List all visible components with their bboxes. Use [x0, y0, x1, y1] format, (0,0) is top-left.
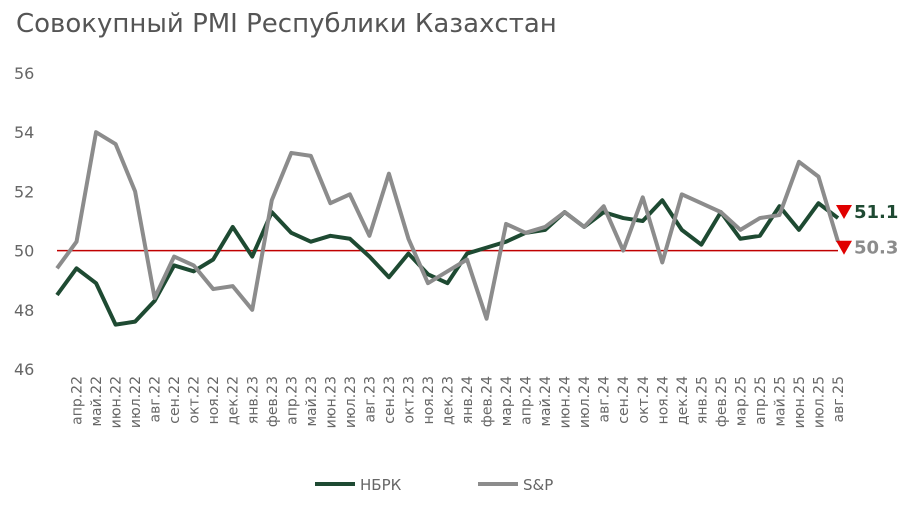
x-tick-label: ноя.23: [421, 376, 437, 424]
x-tick-label: апр.25: [753, 376, 769, 425]
y-tick-label: 52: [14, 182, 34, 201]
series-line: [55, 198, 840, 327]
x-tick-label: июл.24: [577, 376, 593, 428]
x-tick-label: ноя.22: [206, 376, 222, 424]
y-tick-label: 48: [14, 301, 34, 320]
x-tick-label: дек.24: [675, 376, 691, 425]
end-marker: [836, 240, 852, 255]
y-tick-label: 50: [14, 242, 34, 261]
x-tick-label: сен.24: [616, 376, 632, 424]
x-tick-label: май.22: [89, 376, 105, 427]
end-label: 51.1: [854, 202, 898, 223]
x-tick-label: ноя.24: [655, 376, 671, 424]
x-tick-label: мар.25: [733, 376, 749, 426]
end-label: 50.3: [854, 238, 898, 259]
x-tick-label: фев.25: [714, 376, 730, 427]
x-tick-label: окт.24: [636, 376, 652, 424]
legend-label: НБРК: [360, 476, 402, 494]
x-tick-label: окт.22: [187, 376, 203, 423]
x-tick-label: май.25: [772, 376, 788, 427]
x-tick-label: янв.25: [694, 376, 710, 424]
x-tick-label: дек.22: [226, 376, 242, 425]
x-tick-label: сен.22: [167, 376, 183, 424]
x-tick-label: апр.24: [519, 376, 535, 425]
x-tick-label: янв.23: [245, 376, 261, 424]
chart-title: Совокупный PMI Республики Казахстан: [16, 9, 557, 39]
x-tick-label: июн.24: [558, 376, 574, 428]
x-tick-label: июн.25: [792, 376, 808, 428]
y-tick-label: 56: [14, 64, 34, 83]
x-tick-label: дек.23: [441, 376, 457, 425]
x-tick-label: мар.24: [499, 376, 515, 426]
x-tick-label: май.23: [304, 376, 320, 427]
x-tick-label: авг.22: [148, 376, 164, 422]
x-tick-label: янв.24: [460, 376, 476, 424]
x-tick-label: фев.24: [480, 376, 496, 427]
x-tick-label: фев.23: [265, 376, 281, 427]
x-tick-label: окт.23: [401, 376, 417, 423]
y-tick-label: 54: [14, 123, 34, 142]
x-tick-label: апр.23: [284, 376, 300, 425]
x-tick-label: июн.22: [109, 376, 125, 428]
x-tick-label: сен.23: [382, 376, 398, 424]
y-tick-label: 46: [14, 360, 34, 379]
x-tick-label: июн.23: [323, 376, 339, 428]
x-tick-label: авг.23: [362, 376, 378, 422]
x-tick-label: июл.25: [811, 376, 827, 428]
x-tick-label: май.24: [538, 376, 554, 427]
legend-label: S&P: [523, 476, 553, 494]
x-tick-label: июл.23: [343, 376, 359, 428]
x-tick-label: авг.25: [831, 376, 847, 422]
x-tick-label: авг.24: [597, 376, 613, 423]
x-tick-label: июл.22: [128, 376, 144, 428]
series-line: [55, 130, 840, 321]
x-tick-label: апр.22: [70, 376, 86, 425]
end-marker: [836, 205, 852, 220]
